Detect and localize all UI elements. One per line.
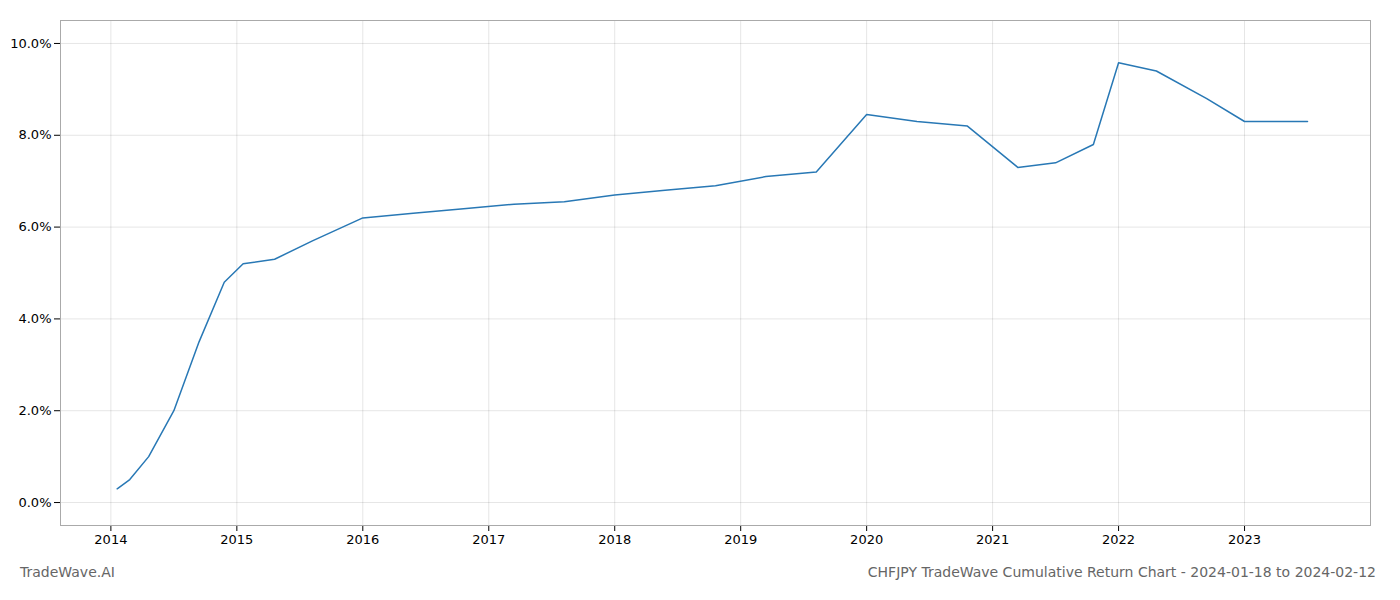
svg-text:2.0%: 2.0% <box>18 403 51 418</box>
svg-text:2017: 2017 <box>472 532 505 547</box>
svg-text:10.0%: 10.0% <box>10 36 51 51</box>
svg-text:2014: 2014 <box>94 532 127 547</box>
svg-text:2018: 2018 <box>598 532 631 547</box>
html-text:TradeWave.AI: TradeWave.AI <box>20 564 115 580</box>
svg-text:2015: 2015 <box>220 532 253 547</box>
svg-text:6.0%: 6.0% <box>18 219 51 234</box>
svg-text:4.0%: 4.0% <box>18 311 51 326</box>
svg-text:2021: 2021 <box>976 532 1009 547</box>
svg-text:2020: 2020 <box>850 532 883 547</box>
svg-text:2016: 2016 <box>346 532 379 547</box>
svg-text:0.0%: 0.0% <box>18 495 51 510</box>
svg-text:8.0%: 8.0% <box>18 127 51 142</box>
svg-text:2019: 2019 <box>724 532 757 547</box>
svg-text:2023: 2023 <box>1228 532 1261 547</box>
svg-text:2022: 2022 <box>1102 532 1135 547</box>
html-text:CHFJPY TradeWave Cumulative Re: CHFJPY TradeWave Cumulative Return Chart… <box>867 564 1376 580</box>
